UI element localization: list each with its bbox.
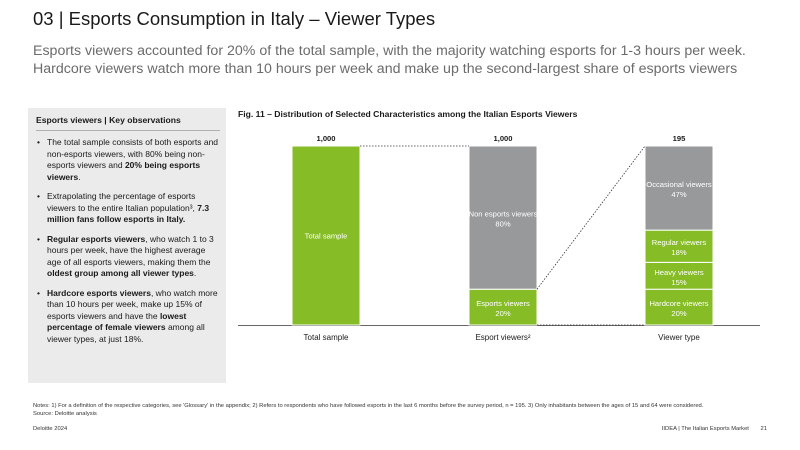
observation-text: . [78,171,81,182]
total-label: 195 [673,134,686,143]
observation-text: , who watch 1 to 3 hours per week, have … [47,233,214,267]
observation-text: oldest group among all viewer types [47,268,194,278]
page-subtitle: Esports viewers accounted for 20% of the… [33,43,746,77]
observation-text: The total sample consists of both esport… [47,137,219,170]
figure-title: Fig. 11 – Distribution of Selected Chara… [238,109,578,119]
connector-line [536,145,646,290]
observation-text: among all viewer types, at just 18%. [47,322,205,344]
observations-heading: Esports viewers | Key observations [36,115,220,131]
observations-panel: Esports viewers | Key observations The t… [28,108,226,383]
segment-value-label: 18% [671,248,686,257]
footer-right: IIDEA | The Italian Esports Market 21 [652,426,767,432]
segment-label: Total sample [305,232,348,241]
bar-segment [291,145,361,326]
bar-segment [644,145,714,231]
footer-brand: Deloitte 2024 [33,426,68,432]
page-title: 03 | Esports Consumption in Italy – View… [33,8,436,29]
bar-segment [644,261,714,290]
segment-value-label: 20% [671,309,686,318]
notes: Notes: 1) For a definition of the respec… [33,402,703,418]
bar-segment [468,288,538,326]
stacked-bar-chart: Total sample 1,000 Total sample Esports vie… [238,134,760,342]
observation-text: 7.3 million fans follow esports in Italy… [47,202,210,225]
bar-segment [644,288,714,326]
observations-list: The total sample consists of both esport… [36,137,220,345]
observation-text: lowest percentage of female viewers [47,310,187,333]
bar-segment [468,145,538,290]
observation-text: Hardcore esports viewers [47,287,151,298]
source-text: Source: Deloitte analysis [33,411,97,417]
segment-label: Heavy viewers [654,268,704,277]
observation-text: Regular esports viewers [47,233,146,244]
segment-label: Esports viewers [476,299,530,308]
segment-value-label: 80% [495,220,510,229]
observation-text: . [193,268,197,278]
observation-item: The total sample consists of both esport… [36,137,220,183]
category-label: Total sample [304,333,349,342]
observation-text: 20% being esports viewers [47,160,201,182]
observation-item: Extrapolating the percentage of esports … [36,191,220,226]
observation-item: Hardcore esports viewers, who watch more… [36,288,220,346]
segment-label: Non esports viewers [469,210,538,219]
footer-report-title: IIDEA | The Italian Esports Market [661,426,749,432]
category-label: Esport viewers² [475,333,530,342]
total-label: 1,000 [316,134,335,143]
notes-text: Notes: 1) For a definition of the respec… [33,403,704,409]
bar-segment [644,229,714,263]
segment-label: Regular viewers [652,238,707,247]
page-number: 21 [760,426,767,432]
segment-label: Occasional viewers [646,180,712,189]
category-label: Viewer type [658,333,700,342]
observation-text: , who watch more than 10 hours per week,… [47,287,218,321]
total-label: 1,000 [493,134,512,143]
segment-value-label: 47% [671,190,686,199]
observation-item: Regular esports viewers, who watch 1 to … [36,234,220,280]
segment-label: Hardcore viewers [649,299,708,308]
segment-value-label: 20% [495,309,510,318]
segment-value-label: 15% [671,278,686,287]
observation-text: Extrapolating the percentage of esports … [47,191,198,213]
